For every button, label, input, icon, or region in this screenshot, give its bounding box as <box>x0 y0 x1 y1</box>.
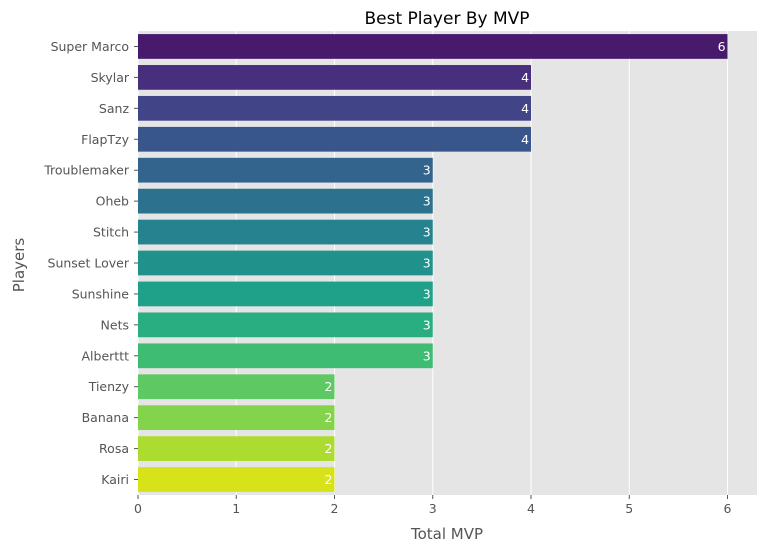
x-tick-label: 0 <box>134 501 142 516</box>
data-label: 3 <box>423 317 431 332</box>
y-tick-label: Stitch <box>93 225 129 240</box>
bar <box>138 34 728 59</box>
bar <box>138 405 335 430</box>
bar <box>138 220 433 245</box>
y-tick-label: Sunshine <box>72 286 130 301</box>
chart-title: Best Player By MVP <box>364 9 529 29</box>
data-label: 4 <box>521 101 529 116</box>
y-tick-label: Troublemaker <box>43 163 130 178</box>
x-tick-label: 6 <box>724 501 732 516</box>
bar <box>138 343 433 368</box>
y-tick-label: Sunset Lover <box>48 256 130 271</box>
y-tick-label: Nets <box>101 317 129 332</box>
data-label: 3 <box>423 348 431 363</box>
y-tick-label: Banana <box>82 410 129 425</box>
data-label: 2 <box>325 379 333 394</box>
bar <box>138 436 335 461</box>
data-label: 2 <box>325 441 333 456</box>
x-tick-label: 5 <box>625 501 633 516</box>
x-axis-label: Total MVP <box>410 525 483 543</box>
y-tick-labels: Super Marco Skylar Sanz FlapTzy Troublemaker… <box>43 39 138 487</box>
y-tick-label: Alberttt <box>82 348 130 363</box>
y-tick-label: Tienzy <box>88 379 130 394</box>
data-label: 4 <box>521 132 529 147</box>
x-tick-label: 3 <box>429 501 437 516</box>
x-tick-label: 2 <box>331 501 339 516</box>
bar <box>138 282 433 307</box>
bar <box>138 96 531 121</box>
bar <box>138 127 531 152</box>
x-tick-label: 1 <box>232 501 240 516</box>
y-tick-label: FlapTzy <box>81 132 129 147</box>
bar <box>138 158 433 183</box>
y-tick-label: Super Marco <box>51 39 129 54</box>
data-label: 6 <box>718 39 726 54</box>
data-label: 2 <box>325 472 333 487</box>
y-tick-label: Sanz <box>99 101 130 116</box>
data-label: 3 <box>423 194 431 209</box>
x-tick-labels: 0 1 2 3 4 5 6 <box>134 495 732 516</box>
bar <box>138 312 433 337</box>
bar <box>138 65 531 90</box>
data-label: 3 <box>423 256 431 271</box>
y-tick-label: Kairi <box>101 472 129 487</box>
data-label: 2 <box>325 410 333 425</box>
bar <box>138 251 433 276</box>
bar <box>138 189 433 214</box>
y-tick-label: Skylar <box>91 70 130 85</box>
bar <box>138 467 335 492</box>
y-axis-label: Players <box>10 238 28 293</box>
data-label: 3 <box>423 225 431 240</box>
data-label: 3 <box>423 163 431 178</box>
data-label: 4 <box>521 70 529 85</box>
y-tick-label: Rosa <box>99 441 129 456</box>
bar <box>138 374 335 399</box>
data-label: 3 <box>423 286 431 301</box>
x-tick-label: 4 <box>527 501 535 516</box>
y-tick-label: Oheb <box>96 194 129 209</box>
